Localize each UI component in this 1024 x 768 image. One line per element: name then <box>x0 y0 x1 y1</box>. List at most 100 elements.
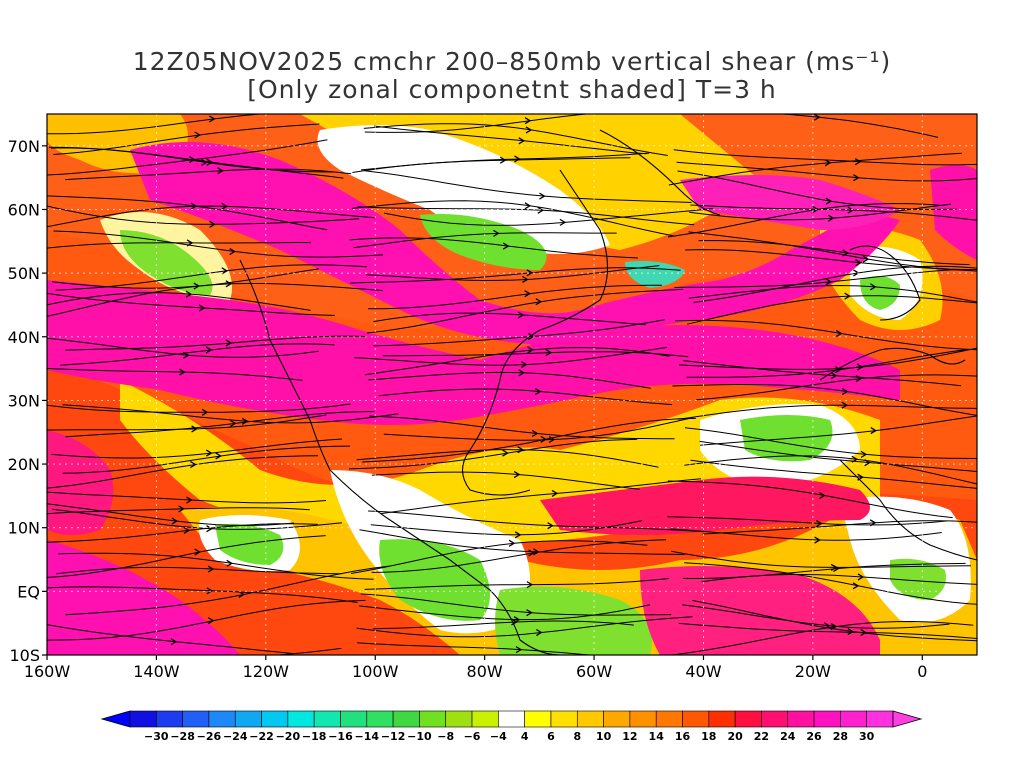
streamline-arrowhead <box>825 278 833 286</box>
streamline <box>686 295 977 325</box>
streamline-arrowhead <box>835 366 842 374</box>
streamline <box>65 565 390 616</box>
streamline <box>701 574 977 585</box>
lat-tick-label: 30N <box>8 391 40 410</box>
streamline <box>686 349 967 378</box>
streamline <box>366 265 660 282</box>
streamline <box>364 170 692 203</box>
streamline-arrowhead <box>513 471 521 479</box>
streamline <box>368 371 651 389</box>
streamline-arrowhead <box>813 114 821 121</box>
streamline <box>47 292 335 316</box>
streamline <box>47 195 328 231</box>
lon-tick-label: 160W <box>24 662 71 681</box>
colorbar-label: 24 <box>780 730 796 743</box>
streamline-arrowhead <box>217 167 224 175</box>
colorbar-swatch <box>340 710 368 728</box>
colorbar-swatch <box>708 710 736 728</box>
colorbar-swatch <box>603 710 631 728</box>
streamline <box>672 384 977 416</box>
streamline-arrowhead <box>827 214 835 222</box>
lon-tick-label: 120W <box>243 662 290 681</box>
streamline-arrowhead <box>860 628 867 637</box>
streamline-arrowhead <box>183 526 191 534</box>
lon-tick-label: 0 <box>917 662 927 681</box>
streamline-arrowhead <box>841 401 849 409</box>
streamline-arrowhead <box>206 587 214 595</box>
streamline-arrowhead <box>190 460 197 469</box>
streamline <box>688 284 977 303</box>
streamline-arrowhead <box>856 363 864 371</box>
streamline-arrowhead <box>179 368 186 376</box>
colorbar-swatch <box>182 710 210 728</box>
colorbar-swatch <box>576 710 604 728</box>
colorbar-label: −22 <box>249 730 274 743</box>
streamline <box>689 203 952 221</box>
streamline <box>692 600 977 642</box>
streamline <box>62 404 399 424</box>
streamline-arrowhead <box>536 628 543 637</box>
lat-tick-label: 60N <box>8 200 40 219</box>
streamline-arrowhead <box>221 202 228 210</box>
streamline <box>678 622 977 640</box>
streamline-arrowhead <box>201 408 209 416</box>
streamline-arrowhead <box>520 360 528 369</box>
colorbar-swatch <box>392 710 420 728</box>
streamline <box>47 337 319 358</box>
streamline-arrowhead <box>825 197 833 205</box>
streamline-arrowhead <box>514 155 521 163</box>
streamline-arrowhead <box>524 290 531 298</box>
streamline-arrowhead <box>847 103 852 109</box>
lat-tick-label: 70N <box>8 137 40 156</box>
streamline-arrowhead <box>548 435 556 444</box>
streamline <box>65 168 352 181</box>
streamline-arrowhead <box>833 564 840 573</box>
streamline <box>383 417 694 441</box>
streamline <box>359 529 685 555</box>
easterly-shear-zone-central-america <box>379 539 490 621</box>
streamline <box>699 415 977 446</box>
colorbar-swatch <box>498 710 525 728</box>
colorbar-label: −12 <box>381 730 406 743</box>
streamline-arrowhead <box>860 450 868 458</box>
streamline-arrowhead <box>526 269 534 277</box>
streamline <box>51 147 344 179</box>
graticule <box>47 114 977 655</box>
streamline-arrowhead <box>855 259 862 267</box>
streamline-arrowhead <box>545 349 553 357</box>
colorbar-label: −6 <box>464 730 481 743</box>
colorbar-swatch <box>445 710 473 728</box>
streamline <box>359 604 651 621</box>
streamline-arrowhead <box>870 427 878 435</box>
streamline-arrowhead <box>186 496 193 504</box>
lat-tick-label: 20N <box>8 455 40 474</box>
colorbar-label: 12 <box>622 730 637 743</box>
chart-title-line-2: [Only zonal componetnt shaded] T=3 h <box>247 75 777 104</box>
streamline-arrowhead <box>226 559 233 567</box>
streamline <box>366 288 684 334</box>
streamlines <box>47 103 977 655</box>
streamline-arrowhead <box>528 549 535 557</box>
colorbar-swatch <box>813 710 841 728</box>
streamline <box>671 550 972 568</box>
streamline-arrowhead <box>522 275 529 284</box>
streamline-arrowhead <box>537 206 545 214</box>
streamline <box>351 540 648 574</box>
colorbar-swatch <box>866 710 894 728</box>
streamline <box>373 319 665 347</box>
lon-tick-label: 80W <box>467 662 503 681</box>
streamline <box>702 520 977 535</box>
lat-tick-label: EQ <box>17 582 40 601</box>
streamline <box>371 471 640 490</box>
colorbar-swatch <box>840 710 867 728</box>
streamline <box>47 114 267 135</box>
colorbar-swatch <box>366 710 394 728</box>
lat-tick-label: 40N <box>8 328 40 347</box>
streamline-arrowhead <box>171 517 179 525</box>
streamline-arrowhead <box>229 247 236 256</box>
streamline <box>47 283 383 317</box>
colorbar-swatch <box>761 710 789 728</box>
streamline <box>384 208 713 226</box>
colorbar-label: −26 <box>197 730 222 743</box>
streamline-arrowhead <box>852 582 860 590</box>
